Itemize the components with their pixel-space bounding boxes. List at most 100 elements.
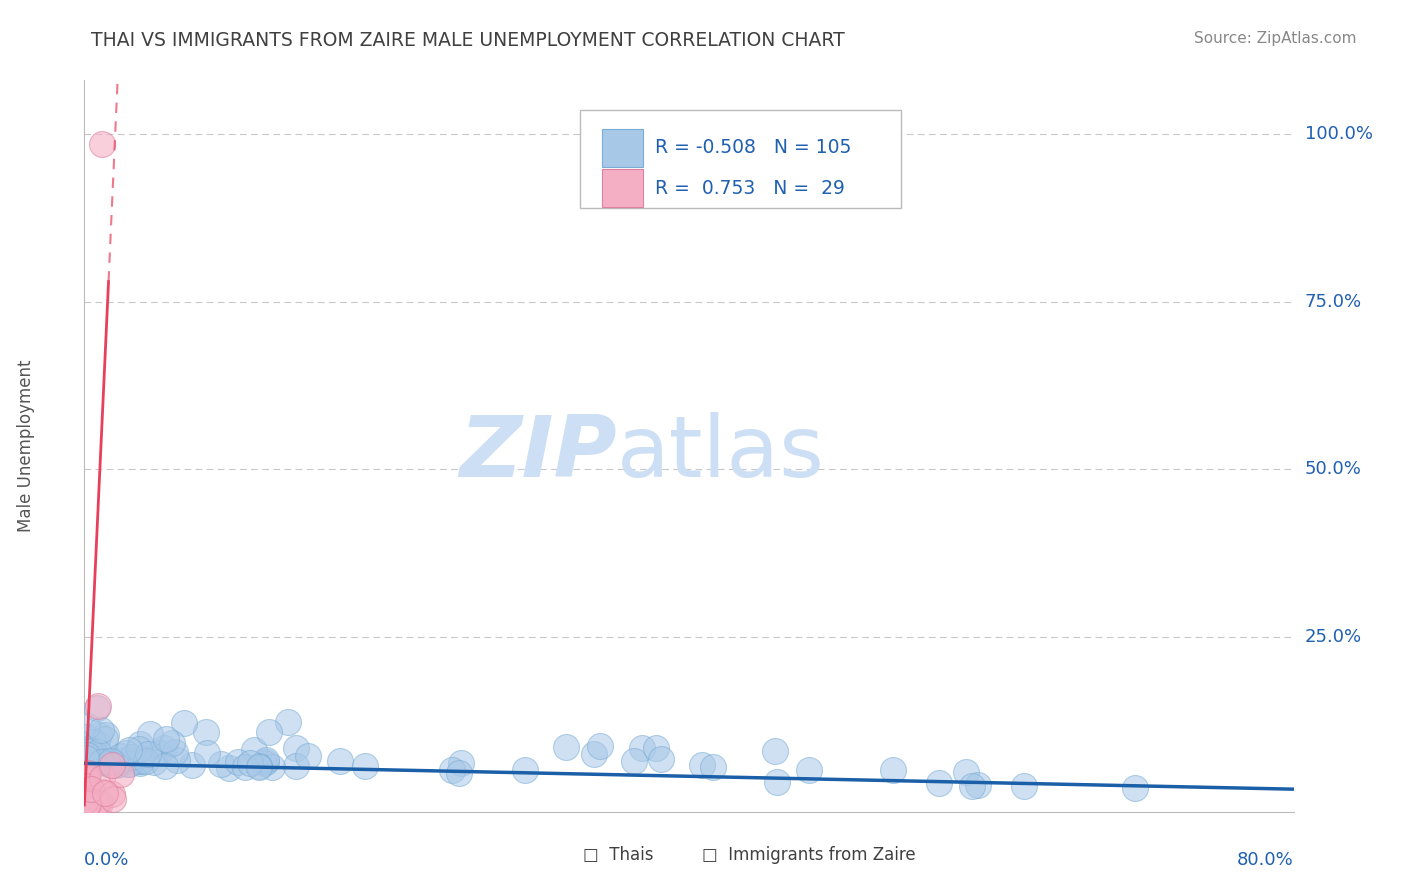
Point xyxy=(107,757,129,772)
Point xyxy=(93,786,115,800)
Point xyxy=(83,753,105,767)
FancyBboxPatch shape xyxy=(581,110,901,209)
Text: 75.0%: 75.0% xyxy=(1305,293,1362,310)
Point xyxy=(91,754,114,768)
Point xyxy=(77,741,100,756)
Point xyxy=(87,794,110,808)
Point xyxy=(692,758,714,772)
Point xyxy=(86,736,108,750)
Point xyxy=(284,759,307,773)
Point xyxy=(163,745,186,759)
Point xyxy=(515,763,537,777)
Point xyxy=(155,731,177,746)
Point xyxy=(87,755,110,769)
Point xyxy=(450,756,472,770)
Point xyxy=(86,747,108,762)
Text: R = -0.508   N = 105: R = -0.508 N = 105 xyxy=(655,138,852,158)
Text: Source: ZipAtlas.com: Source: ZipAtlas.com xyxy=(1194,31,1357,46)
Point xyxy=(262,759,284,773)
Text: 0.0%: 0.0% xyxy=(84,851,129,869)
Point xyxy=(121,750,143,764)
Point xyxy=(76,719,98,733)
Point xyxy=(118,743,141,757)
Point xyxy=(108,754,131,768)
Point xyxy=(554,740,576,755)
Point xyxy=(257,725,280,739)
Point xyxy=(89,797,111,811)
Point xyxy=(76,777,98,791)
Point xyxy=(354,759,377,773)
Point xyxy=(243,742,266,756)
Point xyxy=(650,751,672,765)
Point xyxy=(763,744,786,758)
Point xyxy=(96,755,118,769)
Text: R =  0.753   N =  29: R = 0.753 N = 29 xyxy=(655,178,845,198)
Point xyxy=(76,797,98,812)
Point xyxy=(101,758,124,772)
Point xyxy=(285,741,308,756)
Point xyxy=(129,754,152,768)
Text: THAI VS IMMIGRANTS FROM ZAIRE MALE UNEMPLOYMENT CORRELATION CHART: THAI VS IMMIGRANTS FROM ZAIRE MALE UNEMP… xyxy=(91,31,845,50)
Text: 80.0%: 80.0% xyxy=(1237,851,1294,869)
Point xyxy=(297,749,319,764)
Point xyxy=(441,763,464,777)
Point xyxy=(209,757,232,772)
Point xyxy=(118,754,141,768)
Point xyxy=(76,769,98,783)
Point xyxy=(136,747,159,762)
Point xyxy=(702,759,724,773)
Point xyxy=(79,748,101,763)
Point xyxy=(101,755,124,769)
Point xyxy=(329,754,352,768)
Point xyxy=(148,746,170,760)
Point xyxy=(91,771,114,785)
Text: 50.0%: 50.0% xyxy=(1305,460,1361,478)
Point xyxy=(82,735,104,749)
Point xyxy=(90,755,112,769)
Point xyxy=(75,780,97,794)
Point xyxy=(110,749,132,764)
Point xyxy=(80,782,103,797)
Point xyxy=(247,760,270,774)
Point xyxy=(100,758,122,772)
Point xyxy=(75,731,97,745)
Point xyxy=(129,737,152,751)
Text: Male Unemployment: Male Unemployment xyxy=(17,359,35,533)
Text: 100.0%: 100.0% xyxy=(1305,125,1372,143)
Point xyxy=(79,744,101,758)
Point xyxy=(73,789,96,803)
Point xyxy=(76,748,98,763)
Point xyxy=(966,778,988,792)
Point xyxy=(105,758,128,772)
Point xyxy=(77,756,100,770)
Point xyxy=(582,747,605,762)
Point xyxy=(277,714,299,729)
Point xyxy=(76,771,98,785)
Point xyxy=(631,740,654,755)
Point xyxy=(96,728,118,742)
Point xyxy=(194,725,217,739)
Point xyxy=(139,727,162,741)
Point xyxy=(233,760,256,774)
Text: 25.0%: 25.0% xyxy=(1305,628,1362,646)
Point xyxy=(75,751,97,765)
Point xyxy=(76,747,98,762)
Point xyxy=(82,757,104,772)
Point xyxy=(75,794,97,808)
Point xyxy=(86,745,108,759)
Point xyxy=(249,759,271,773)
Point xyxy=(110,767,132,781)
Point xyxy=(118,756,141,771)
Text: ZIP: ZIP xyxy=(458,412,616,495)
Point xyxy=(79,786,101,800)
Point xyxy=(797,763,820,777)
Point xyxy=(135,754,157,768)
Point xyxy=(173,716,195,731)
Point xyxy=(76,784,98,798)
Text: □  Immigrants from Zaire: □ Immigrants from Zaire xyxy=(702,846,915,863)
Point xyxy=(955,765,977,780)
Point xyxy=(882,763,904,777)
Point xyxy=(254,753,277,767)
Point xyxy=(155,759,177,773)
Point xyxy=(1012,779,1035,793)
